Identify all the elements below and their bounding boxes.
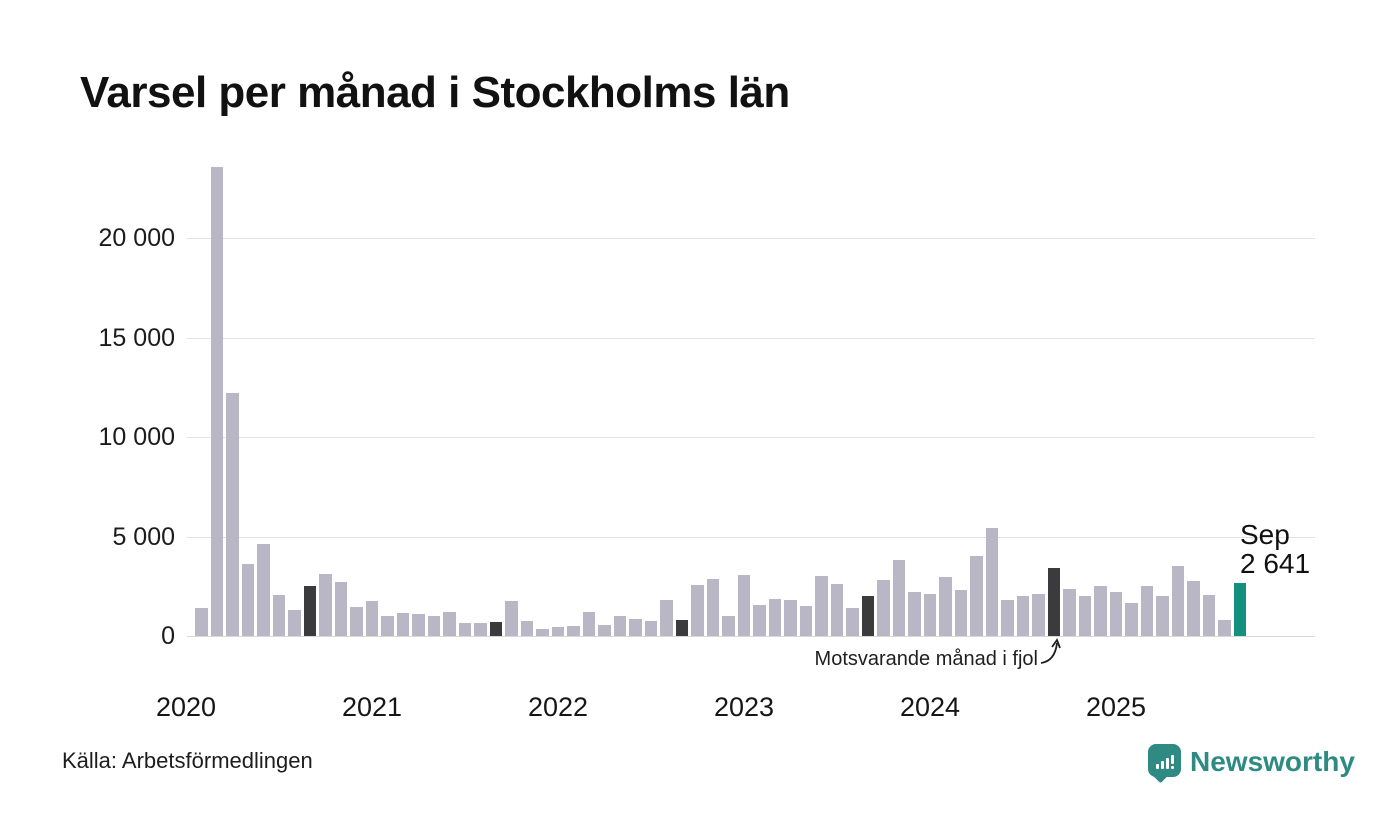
source-credit: Källa: Arbetsförmedlingen <box>62 748 313 773</box>
bar-2021-05 <box>427 616 441 636</box>
bar-2020-03 <box>210 167 224 636</box>
gridline-10000 <box>187 437 1315 438</box>
bar-2020-08 <box>288 610 301 636</box>
bar-2023-09 <box>861 596 875 636</box>
x-axis-year-label-2022: 2022 <box>527 692 589 722</box>
bar-2022-04 <box>598 625 611 636</box>
bar-2021-06 <box>443 612 456 636</box>
bar-2024-11 <box>1078 596 1092 636</box>
bar-2023-05 <box>799 606 813 636</box>
y-axis-tick-label: 5 000 <box>112 523 175 551</box>
gridline-20000 <box>187 238 1315 239</box>
bar-2022-11 <box>706 579 720 636</box>
bar-2025-08 <box>1218 620 1231 636</box>
gridline-5000 <box>187 537 1315 538</box>
annotation-arrow-icon <box>1040 638 1061 664</box>
bar-2020-10 <box>319 574 332 636</box>
bar-2024-04 <box>970 556 983 636</box>
bar-2020-12 <box>350 607 363 636</box>
bar-2023-03 <box>768 599 782 636</box>
bar-2021-03 <box>396 613 410 636</box>
bar-2025-01 <box>1109 592 1123 636</box>
bar-2023-10 <box>877 580 890 636</box>
gridline-15000 <box>187 338 1315 339</box>
bar-2020-04 <box>226 393 239 636</box>
bar-2024-01 <box>923 594 937 636</box>
bar-2020-09 <box>303 586 317 636</box>
bar-2020-07 <box>272 595 286 636</box>
bar-2020-05 <box>241 564 255 636</box>
current-month-name: Sep <box>1240 519 1290 550</box>
bar-2021-01 <box>365 601 379 636</box>
bar-2022-10 <box>691 585 704 636</box>
bar-2022-06 <box>629 619 642 636</box>
x-axis-year-label-2021: 2021 <box>341 692 403 722</box>
bar-2024-06 <box>1001 600 1014 636</box>
bar-2021-02 <box>381 616 394 636</box>
annotation-same-month-last-year: Motsvarande månad i fjol <box>814 648 1038 670</box>
bar-2025-07 <box>1202 595 1216 636</box>
bar-2024-08 <box>1032 594 1045 636</box>
bar-chart-icon <box>1148 744 1181 777</box>
bar-2022-12 <box>722 616 735 636</box>
bar-2022-08 <box>660 600 673 636</box>
bar-2022-03 <box>582 612 596 636</box>
y-axis-tick-label: 15 000 <box>98 324 175 352</box>
bar-2024-09 <box>1047 568 1061 636</box>
bar-2021-12 <box>536 629 549 636</box>
bar-2023-06 <box>815 576 828 636</box>
bar-2023-12 <box>908 592 921 636</box>
gridline-0 <box>187 636 1315 637</box>
bar-2022-05 <box>613 616 627 636</box>
bar-2023-01 <box>737 575 751 636</box>
bar-2021-07 <box>458 623 472 636</box>
y-axis-tick-label: 20 000 <box>98 224 175 252</box>
newsworthy-logo: Newsworthy <box>1148 744 1355 784</box>
bar-2021-09 <box>489 622 503 636</box>
bar-2023-08 <box>846 608 859 636</box>
bar-2024-12 <box>1094 586 1107 636</box>
exclamation-icon <box>1170 755 1174 769</box>
newsworthy-wordmark: Newsworthy <box>1190 746 1355 777</box>
x-axis-year-label-2025: 2025 <box>1085 692 1147 722</box>
bar-2021-11 <box>520 621 534 636</box>
bar-2024-07 <box>1016 596 1030 636</box>
bar-2021-04 <box>412 614 425 636</box>
newsworthy-badge-icon <box>1148 744 1181 784</box>
bar-2021-10 <box>505 601 518 636</box>
bar-2020-11 <box>334 582 348 636</box>
bar-2024-10 <box>1063 589 1076 636</box>
bar-2024-02 <box>939 577 952 636</box>
current-month-value: 2 641 <box>1240 548 1311 579</box>
chart-title: Varsel per månad i Stockholms län <box>80 68 790 117</box>
bar-2023-07 <box>830 584 844 636</box>
bar-2022-09 <box>675 620 689 636</box>
bar-2023-04 <box>784 600 797 636</box>
bar-2025-06 <box>1187 581 1200 636</box>
bar-2022-07 <box>644 621 658 636</box>
y-axis-tick-label: 10 000 <box>98 423 175 451</box>
bar-2023-02 <box>753 605 766 636</box>
bar-2025-02 <box>1125 603 1138 636</box>
x-axis-year-label-2024: 2024 <box>899 692 961 722</box>
bar-2024-03 <box>954 590 968 636</box>
y-axis-tick-label: 0 <box>161 622 175 650</box>
bar-2023-11 <box>892 560 906 636</box>
bar-2020-06 <box>257 544 270 636</box>
bar-2020-02 <box>195 608 208 636</box>
bar-2024-05 <box>985 528 999 636</box>
bar-2025-09 <box>1233 583 1247 636</box>
x-axis-year-label-2020: 2020 <box>155 692 217 722</box>
bar-2025-05 <box>1171 566 1185 636</box>
x-axis-year-label-2023: 2023 <box>713 692 775 722</box>
current-month-value-label: Sep 2 641 <box>1240 520 1310 578</box>
bar-2021-08 <box>474 623 487 636</box>
bar-2022-01 <box>551 627 565 636</box>
bar-2025-03 <box>1140 586 1154 636</box>
bar-2025-04 <box>1156 596 1169 636</box>
bar-2022-02 <box>567 626 580 636</box>
